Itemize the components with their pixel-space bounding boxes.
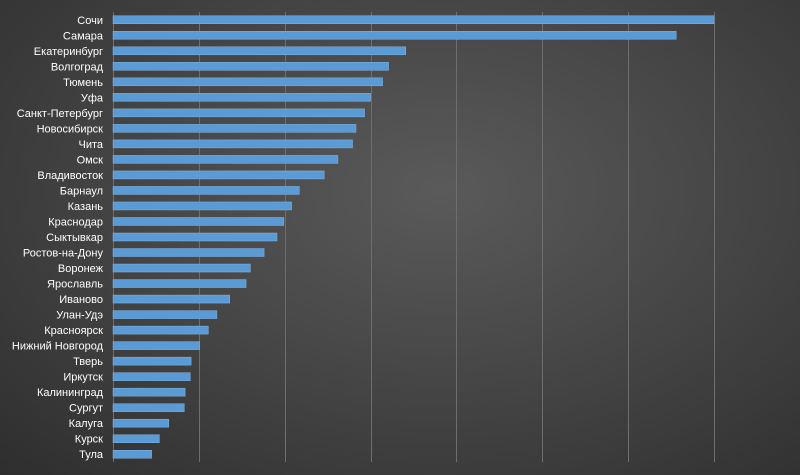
category-label-3: Волгоград — [51, 61, 104, 73]
bar-1 — [112, 31, 677, 40]
gridlines — [113, 12, 715, 462]
bars — [112, 15, 715, 459]
category-label-16: Воронеж — [58, 263, 104, 275]
bar-11 — [112, 186, 300, 195]
category-label-17: Ярославль — [47, 279, 103, 291]
category-label-14: Сыктывкар — [46, 232, 103, 244]
category-label-27: Курск — [75, 434, 103, 446]
category-label-5: Уфа — [81, 92, 104, 104]
bar-5 — [112, 93, 371, 102]
bar-22 — [112, 356, 192, 366]
bar-27 — [112, 434, 160, 443]
category-label-19: Улан-Удэ — [56, 310, 103, 322]
category-label-23: Иркутск — [63, 372, 103, 384]
category-label-7: Новосибирск — [37, 123, 104, 135]
category-label-15: Ростов-на-Дону — [23, 248, 104, 260]
category-label-10: Владивосток — [37, 170, 103, 182]
category-label-24: Калининград — [37, 387, 104, 399]
category-label-21: Нижний Новгород — [12, 341, 104, 353]
category-label-22: Тверь — [73, 356, 103, 368]
category-label-6: Санкт-Петербург — [17, 108, 103, 120]
category-label-25: Сургут — [69, 403, 103, 415]
category-label-20: Красноярск — [44, 325, 103, 337]
bar-0 — [112, 15, 715, 25]
bar-10 — [112, 170, 325, 180]
bar-2 — [112, 46, 407, 56]
category-label-26: Калуга — [69, 418, 104, 430]
category-label-8: Чита — [78, 139, 103, 151]
category-label-4: Тюмень — [63, 77, 103, 89]
bar-8 — [112, 139, 353, 149]
bar-15 — [112, 248, 265, 257]
bar-3 — [112, 62, 389, 71]
bar-7 — [112, 124, 357, 133]
category-label-13: Краснодар — [48, 216, 103, 228]
bar-26 — [112, 418, 170, 428]
category-label-0: Сочи — [77, 15, 103, 27]
category-label-2: Екатеринбург — [34, 46, 103, 58]
bar-20 — [112, 325, 209, 335]
category-labels: Сочи Самара Екатеринбург Волгоград Тюмень Уфа… — [12, 15, 104, 461]
bar-25 — [112, 403, 185, 412]
bar-12 — [112, 201, 292, 211]
bar-18 — [112, 294, 231, 304]
category-label-28: Тула — [79, 449, 104, 461]
bar-17 — [112, 279, 247, 288]
bar-24 — [112, 387, 186, 397]
category-label-9: Омск — [77, 154, 104, 166]
bar-13 — [112, 217, 285, 226]
bar-14 — [112, 232, 278, 242]
bar-21 — [112, 341, 200, 350]
bar-16 — [112, 263, 251, 273]
bar-28 — [112, 449, 152, 459]
category-label-1: Самара — [63, 30, 104, 42]
category-label-18: Иваново — [59, 294, 103, 306]
bar-23 — [112, 372, 191, 381]
bar-19 — [112, 310, 218, 319]
bar-6 — [112, 108, 365, 118]
bar-4 — [112, 77, 383, 87]
category-label-11: Барнаул — [60, 185, 103, 197]
category-label-12: Казань — [68, 201, 104, 213]
bar-9 — [112, 155, 339, 164]
